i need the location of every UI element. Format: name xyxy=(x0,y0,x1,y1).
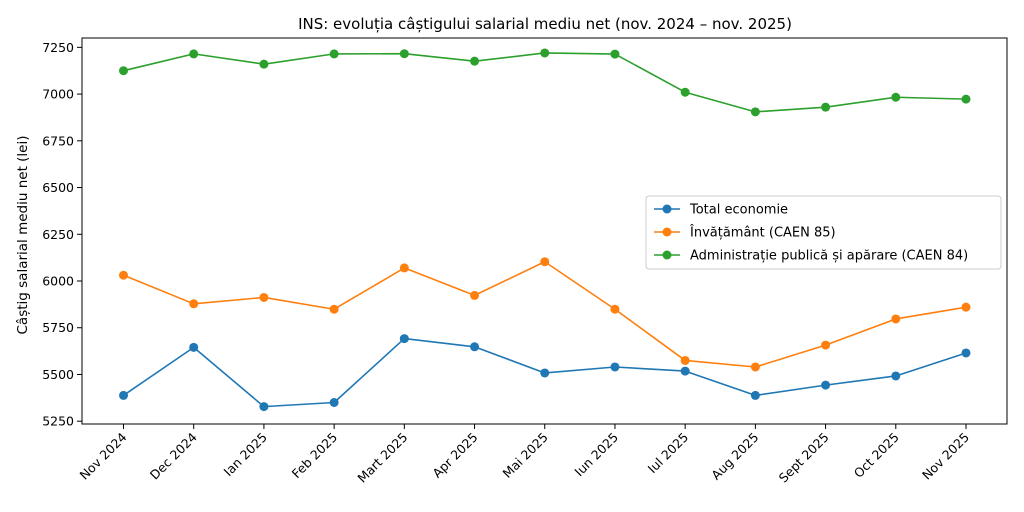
data-point xyxy=(399,334,409,344)
legend-swatch-marker xyxy=(662,227,672,237)
data-point xyxy=(470,290,480,300)
series-line xyxy=(123,260,967,368)
x-axis: Nov 2024 Dec 2024 Ian 2025 Feb 2025 Mart 202… xyxy=(76,424,972,486)
x-tick-label: Nov 2025 xyxy=(919,430,972,483)
x-tick-label: Aug 2025 xyxy=(708,430,761,483)
data-point xyxy=(821,102,831,112)
x-tick-label: Apr 2025 xyxy=(429,430,480,481)
data-point xyxy=(680,355,690,365)
legend-box xyxy=(645,195,1002,270)
data-point xyxy=(540,368,550,378)
x-tick-label: Ian 2025 xyxy=(220,430,270,480)
x-tick-label: Mart 2025 xyxy=(354,430,410,486)
legend-label: Total economie xyxy=(689,203,788,218)
data-point xyxy=(891,371,901,381)
y-tick-label: 6250 xyxy=(42,227,74,242)
y-tick-label: 6750 xyxy=(42,133,74,148)
legend: Total economie Învățământ (CAEN 85) Admini… xyxy=(645,195,1002,270)
series-layer xyxy=(119,48,971,412)
data-point xyxy=(610,304,620,314)
series-3 xyxy=(119,48,971,117)
y-tick-label: 5250 xyxy=(42,414,74,429)
y-tick-label: 6000 xyxy=(42,274,74,289)
y-tick-label: 7250 xyxy=(42,40,74,55)
data-point xyxy=(891,92,901,102)
x-tick-label: Iul 2025 xyxy=(645,430,692,477)
x-tick-label: Dec 2024 xyxy=(147,429,200,482)
y-tick-label: 5750 xyxy=(42,320,74,335)
x-tick-label: Sept 2025 xyxy=(776,430,832,486)
data-point xyxy=(189,299,199,309)
data-point xyxy=(329,49,339,59)
data-point xyxy=(259,292,269,302)
y-axis-label: Câștig salarial mediu net (lei) xyxy=(15,136,31,335)
data-point xyxy=(680,87,690,97)
chart-title: INS: evoluția câștigului salarial mediu … xyxy=(298,15,792,33)
data-point xyxy=(540,257,550,267)
data-point xyxy=(189,342,199,352)
data-point xyxy=(329,398,339,408)
x-tick-label: Feb 2025 xyxy=(289,430,341,482)
legend-item: Administrație publică și apărare (CAEN 8… xyxy=(654,249,968,264)
series-line xyxy=(123,52,967,113)
data-point xyxy=(399,263,409,273)
data-point xyxy=(821,380,831,390)
data-point xyxy=(750,107,760,117)
data-point xyxy=(540,48,550,58)
data-point xyxy=(119,390,128,400)
data-point xyxy=(610,362,620,372)
data-point xyxy=(119,66,128,76)
data-point xyxy=(189,49,199,59)
data-point xyxy=(891,314,901,324)
data-point xyxy=(470,342,480,352)
data-point xyxy=(399,49,409,59)
series-1 xyxy=(119,334,971,412)
data-point xyxy=(750,390,760,400)
x-tick-label: Mai 2025 xyxy=(499,430,550,481)
x-tick-label: Oct 2025 xyxy=(851,430,902,481)
data-point xyxy=(119,270,128,280)
data-point xyxy=(961,94,971,104)
series-2 xyxy=(119,257,971,372)
data-point xyxy=(961,302,971,312)
data-point xyxy=(610,49,620,59)
data-point xyxy=(750,362,760,372)
data-point xyxy=(821,340,831,350)
data-point xyxy=(470,56,480,66)
legend-item: Învățământ (CAEN 85) xyxy=(654,225,836,241)
x-tick-label: Nov 2024 xyxy=(76,429,129,482)
data-point xyxy=(680,366,690,376)
legend-swatch-marker xyxy=(662,250,672,260)
data-point xyxy=(259,402,269,412)
legend-label: Administrație publică și apărare (CAEN 8… xyxy=(690,249,968,264)
legend-swatch-marker xyxy=(662,204,672,214)
data-point xyxy=(259,59,269,69)
y-tick-label: 6500 xyxy=(42,180,74,195)
data-point xyxy=(961,348,971,358)
y-axis: 5250 5500 5750 6000 6250 6500 6750 7000 7250 xyxy=(42,40,82,429)
y-tick-label: 5500 xyxy=(42,367,74,382)
legend-label: Învățământ (CAEN 85) xyxy=(689,225,836,241)
y-tick-label: 7000 xyxy=(42,87,74,102)
data-point xyxy=(329,304,339,314)
legend-item: Total economie xyxy=(654,203,788,218)
x-tick-label: Iun 2025 xyxy=(571,430,621,480)
